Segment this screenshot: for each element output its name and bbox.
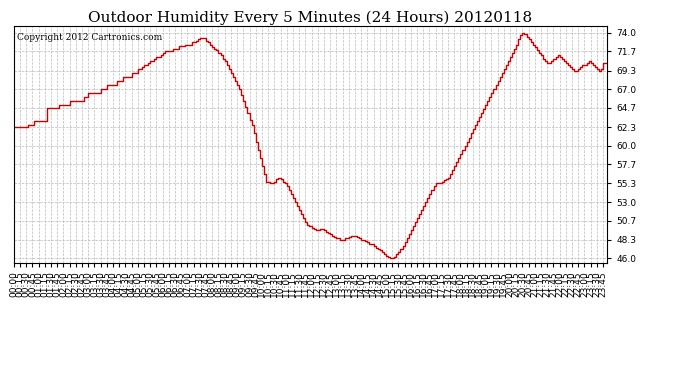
Text: Copyright 2012 Cartronics.com: Copyright 2012 Cartronics.com bbox=[17, 33, 162, 42]
Title: Outdoor Humidity Every 5 Minutes (24 Hours) 20120118: Outdoor Humidity Every 5 Minutes (24 Hou… bbox=[88, 11, 533, 25]
